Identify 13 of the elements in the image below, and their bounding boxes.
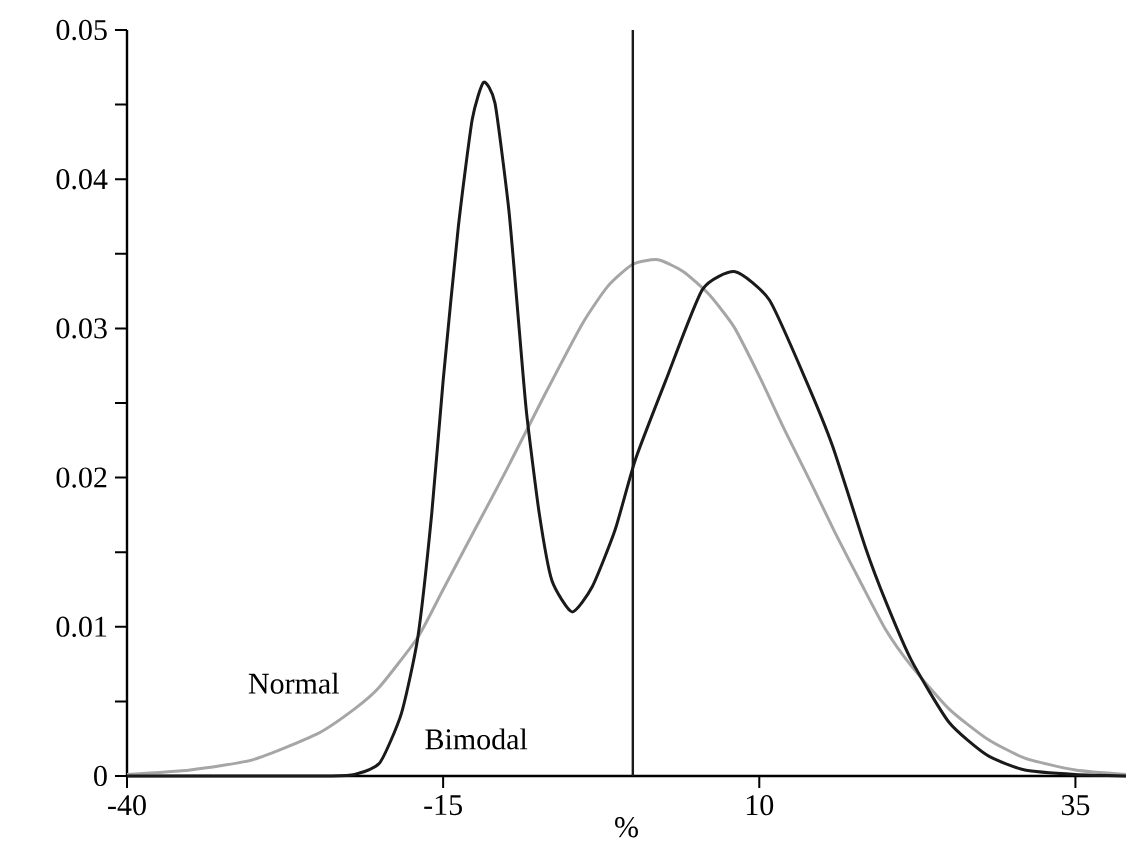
y-tick-label: 0.04 bbox=[56, 169, 108, 190]
x-tick-label: 10 bbox=[746, 795, 774, 816]
y-tick-label: 0.01 bbox=[56, 616, 107, 637]
x-tick-label: -40 bbox=[108, 795, 146, 816]
x-tick-label: 35 bbox=[1061, 795, 1090, 816]
series-label: Bimodal bbox=[425, 728, 528, 750]
series-label: Normal bbox=[248, 672, 339, 694]
y-tick-label: 0.03 bbox=[56, 318, 107, 339]
y-tick-label: 0.02 bbox=[56, 467, 107, 488]
y-tick-label: 0.05 bbox=[56, 19, 107, 41]
x-axis-title: % bbox=[615, 817, 638, 838]
x-tick-label: -15 bbox=[424, 795, 462, 816]
y-tick-label: 0 bbox=[94, 765, 107, 787]
